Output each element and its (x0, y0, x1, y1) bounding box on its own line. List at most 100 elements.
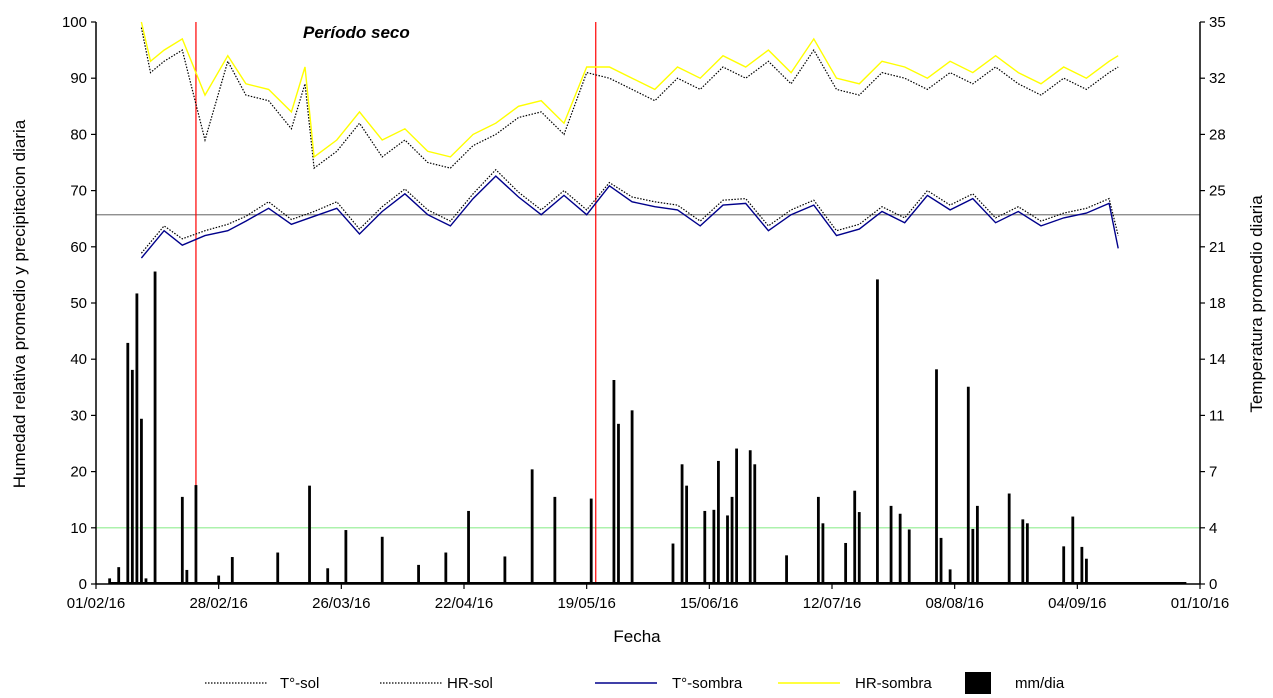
y-right-tick-label: 18 (1209, 295, 1226, 312)
precip-bar (907, 529, 911, 584)
precip-bar (194, 485, 198, 584)
precip-bar (230, 557, 234, 584)
precip-bar (630, 410, 634, 584)
y-left-tick-label: 30 (70, 407, 87, 424)
precip-bar (617, 423, 620, 584)
precip-bar (889, 505, 893, 584)
legend: T°-sol HR-sol T°-sombra HR-sombra mm/dia (205, 672, 1065, 694)
precip-bar (417, 564, 420, 584)
precip-bar (1007, 493, 1011, 584)
precip-bar (785, 555, 788, 584)
precip-bar (748, 450, 752, 584)
precip-bar (180, 496, 184, 584)
precip-bar (467, 510, 470, 584)
precip-bar (712, 509, 716, 584)
precip-bar (108, 578, 112, 584)
x-tick-label: 15/06/16 (680, 595, 738, 612)
reference-lines (96, 22, 1200, 584)
y-axis-right-label: Temperatura promedio diaria (1247, 195, 1266, 413)
precip-bar (971, 528, 975, 584)
y-left-tick-label: 0 (79, 576, 87, 593)
precip-bar (380, 536, 384, 584)
legend-label: T°-sol (280, 675, 319, 692)
y-right-tick-label: 4 (1209, 520, 1217, 537)
precip-bar (703, 510, 707, 584)
y-right-tick-label: 35 (1209, 14, 1226, 31)
precip-bar (140, 418, 143, 584)
y-left-tick-label: 40 (70, 351, 87, 368)
precip-bar (898, 513, 902, 584)
precip-bar (530, 469, 534, 584)
precip-bar (130, 369, 134, 584)
precip-bar (126, 342, 130, 584)
y-left-tick-label: 90 (70, 70, 87, 87)
precip-bar (1025, 523, 1029, 584)
precip-bar (876, 279, 879, 584)
legend-label: mm/dia (1015, 675, 1065, 692)
precip-bar (939, 537, 943, 584)
precip-bar (1085, 558, 1088, 584)
legend-label: HR-sombra (855, 675, 932, 692)
y-right-tick-label: 28 (1209, 126, 1226, 143)
precip-bar (857, 512, 861, 584)
x-tick-label: 01/02/16 (67, 595, 125, 612)
precip-bar (1080, 546, 1084, 584)
precip-bar (726, 515, 729, 584)
precip-bar (735, 448, 738, 584)
series-line-1 (140, 27, 1119, 170)
precip-bar (503, 556, 507, 584)
precip-bar (117, 567, 121, 584)
precip-bar (308, 485, 311, 584)
y-right-tick-label: 32 (1209, 70, 1226, 87)
legend-label: HR-sol (447, 675, 493, 692)
precip-bar (717, 460, 720, 584)
axes: 0 10 20 30 40 50 60 70 80 90 100 0 4 7 11 14 18 21 25 28 32 3… (62, 14, 1229, 612)
precip-bar (853, 490, 857, 584)
precip-bar (344, 530, 348, 584)
precip-bar (135, 293, 139, 584)
series-line-0 (140, 168, 1119, 254)
y-left-tick-label: 50 (70, 295, 87, 312)
precip-bar (326, 568, 330, 584)
y-right-tick-label: 25 (1209, 183, 1226, 200)
chart-title: Período seco (303, 23, 410, 42)
x-axis-label: Fecha (613, 627, 661, 646)
y-left-tick-label: 10 (70, 520, 87, 537)
precip-bar (753, 464, 757, 584)
precip-bar (153, 271, 157, 584)
y-left-tick-label: 20 (70, 464, 87, 481)
y-axis-left-label: Humedad relativa promedio y precipitacio… (10, 119, 29, 488)
y-left-tick-label: 80 (70, 126, 87, 143)
series-lines (140, 21, 1119, 259)
x-tick-label: 26/03/16 (312, 595, 370, 612)
precip-bar (612, 379, 616, 584)
x-tick-label: 04/09/16 (1048, 595, 1106, 612)
precip-bar (975, 505, 979, 584)
x-tick-label: 12/07/16 (803, 595, 861, 612)
x-tick-label: 19/05/16 (557, 595, 615, 612)
precip-bar (185, 569, 189, 584)
y-left-tick-label: 60 (70, 239, 87, 256)
precip-bar (589, 498, 593, 584)
precip-bar (966, 386, 970, 584)
legend-label: T°-sombra (672, 675, 743, 692)
x-tick-label: 08/08/16 (925, 595, 983, 612)
y-left-tick-label: 70 (70, 183, 87, 200)
precip-bar (217, 575, 221, 584)
y-right-tick-label: 11 (1209, 407, 1225, 424)
precip-bar (821, 523, 825, 584)
y-right-tick-label: 21 (1209, 239, 1226, 256)
precip-bar (948, 569, 952, 584)
precipitation-bars (108, 271, 1187, 584)
series-line-3 (140, 21, 1119, 159)
y-right-tick-label: 14 (1209, 351, 1226, 368)
precip-bar (816, 496, 820, 584)
y-right-tick-label: 7 (1209, 464, 1217, 481)
x-tick-label: 01/10/16 (1171, 595, 1229, 612)
precip-bar (730, 496, 734, 584)
precip-bar (1062, 546, 1066, 584)
y-right-tick-label: 0 (1209, 576, 1217, 593)
precip-bar (685, 485, 689, 584)
legend-swatch-precip (965, 672, 991, 694)
precip-bar (553, 496, 557, 584)
